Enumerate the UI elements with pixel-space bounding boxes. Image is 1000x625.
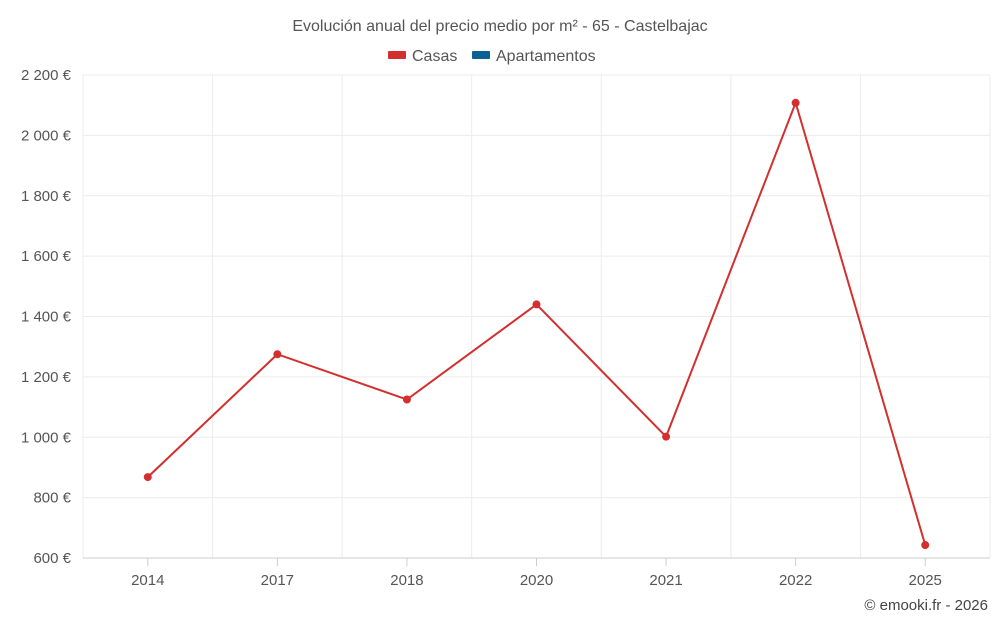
grid bbox=[82, 74, 991, 558]
x-tick-label: 2020 bbox=[520, 572, 553, 589]
y-tick-label: 800 € bbox=[33, 490, 71, 507]
legend-swatch-casas bbox=[388, 51, 406, 59]
x-tick-label: 2014 bbox=[131, 572, 164, 589]
x-axis: 2014 2017 2018 2020 2021 2022 2025 bbox=[83, 557, 990, 589]
y-tick-label: 1 800 € bbox=[21, 188, 72, 205]
data-point-casas[interactable] bbox=[921, 541, 930, 550]
legend[interactable]: Casas Apartamentos bbox=[388, 48, 596, 65]
data-point-casas[interactable] bbox=[532, 300, 541, 309]
data-point-casas[interactable] bbox=[402, 395, 411, 404]
y-axis: 600 € 800 € 1 000 € 1 200 € 1 400 € 1 600 € 1 … bbox=[21, 67, 72, 567]
legend-item-casas[interactable]: Casas bbox=[388, 48, 457, 65]
legend-swatch-apartamentos bbox=[472, 51, 490, 59]
data-point-casas[interactable] bbox=[143, 473, 152, 482]
series-group bbox=[143, 98, 930, 550]
legend-item-apartamentos[interactable]: Apartamentos bbox=[472, 48, 596, 65]
data-point-casas[interactable] bbox=[273, 350, 282, 359]
data-point-casas[interactable] bbox=[791, 98, 800, 107]
x-tick-label: 2017 bbox=[261, 572, 294, 589]
legend-label-apartamentos: Apartamentos bbox=[496, 48, 596, 65]
y-tick-label: 2 200 € bbox=[21, 67, 72, 84]
y-tick-label: 600 € bbox=[33, 550, 71, 567]
series-line-casas bbox=[147, 99, 927, 546]
credit-text: © emooki.fr - 2026 bbox=[864, 597, 988, 614]
x-tick-label: 2022 bbox=[779, 572, 812, 589]
x-tick-label: 2018 bbox=[390, 572, 423, 589]
x-tick-label: 2025 bbox=[909, 572, 942, 589]
x-tick-label: 2021 bbox=[649, 572, 682, 589]
y-tick-label: 1 600 € bbox=[21, 248, 72, 265]
legend-label-casas: Casas bbox=[412, 48, 457, 65]
y-tick-label: 1 200 € bbox=[21, 369, 72, 386]
data-point-casas[interactable] bbox=[662, 432, 671, 441]
y-tick-label: 1 400 € bbox=[21, 309, 72, 326]
chart-title: Evolución anual del precio medio por m² … bbox=[292, 18, 707, 35]
y-tick-label: 1 000 € bbox=[21, 429, 72, 446]
y-tick-label: 2 000 € bbox=[21, 127, 72, 144]
